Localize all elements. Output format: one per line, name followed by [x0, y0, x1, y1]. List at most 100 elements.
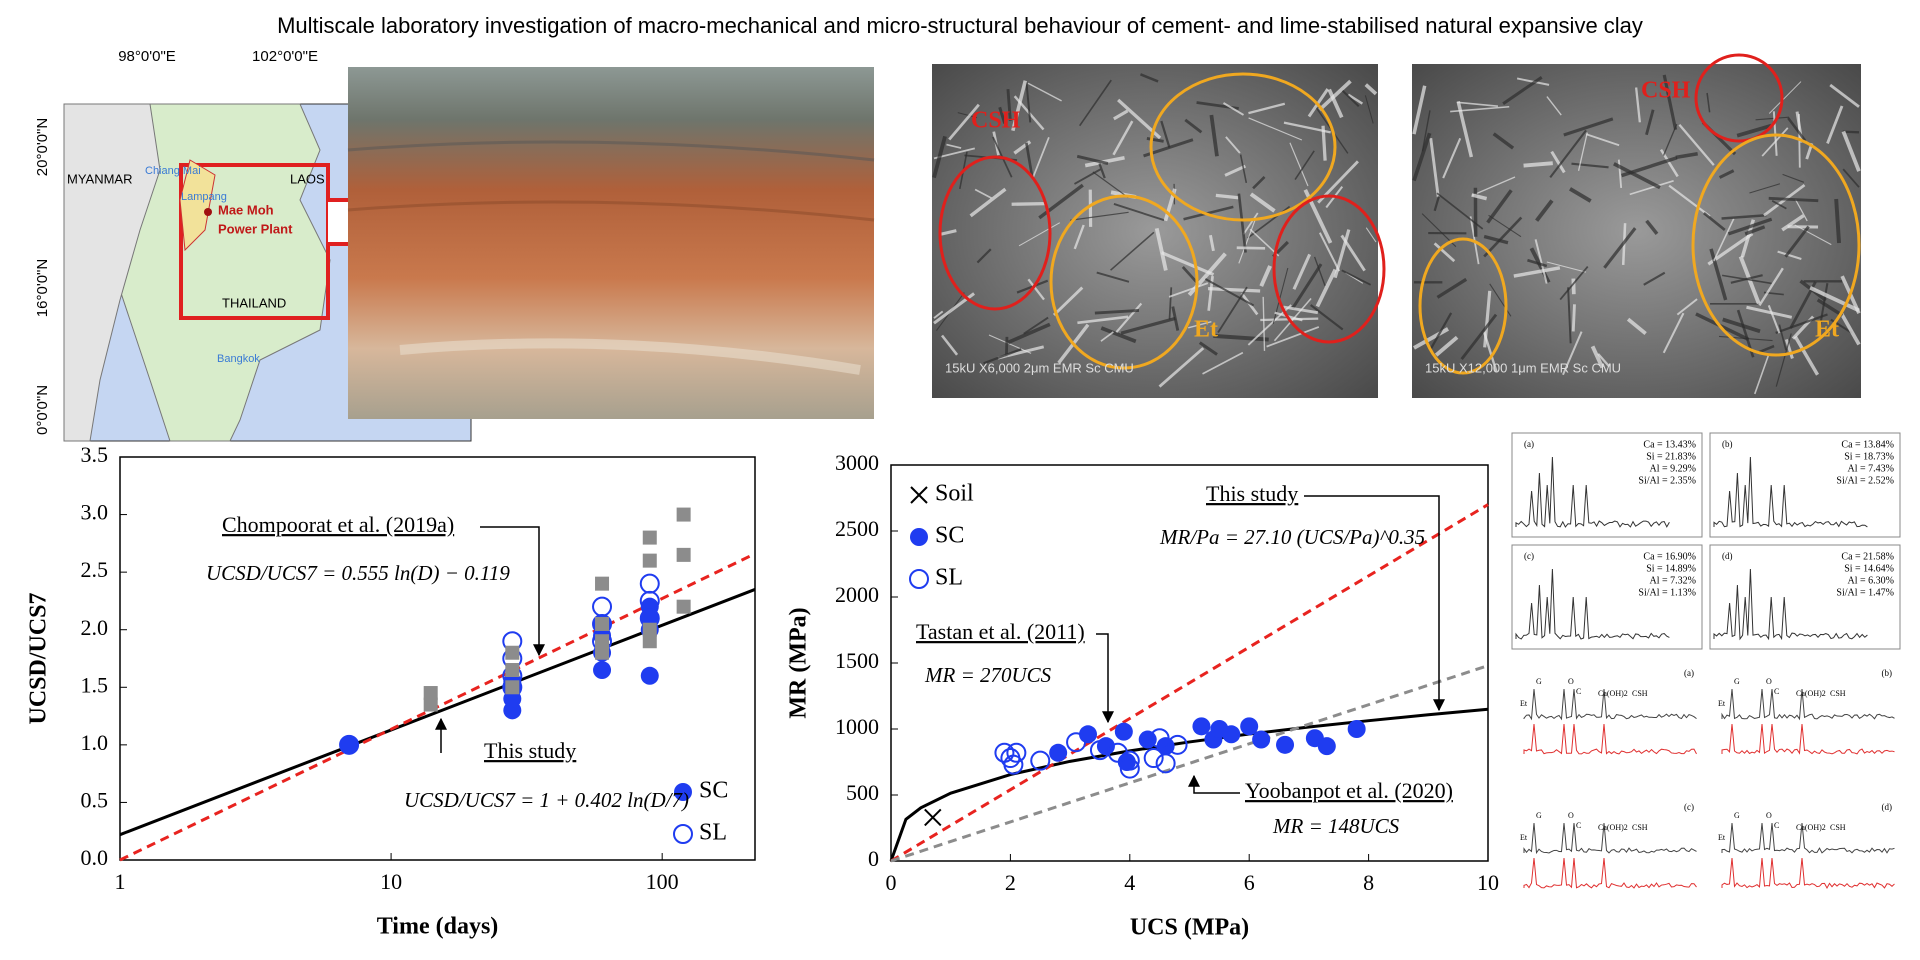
sem-texture	[933, 310, 944, 319]
sem-texture	[1283, 305, 1319, 315]
sem-texture	[1318, 79, 1352, 112]
sem-texture	[1841, 130, 1861, 172]
sem-texture	[1775, 333, 1792, 387]
sem-texture	[1709, 248, 1728, 301]
annotation-source: This study	[1206, 481, 1298, 506]
map-site-label: Power Plant	[218, 221, 293, 236]
data-point	[1222, 725, 1241, 744]
sem-texture	[1842, 168, 1860, 188]
data-point	[1066, 732, 1087, 753]
sem-texture	[1471, 176, 1516, 196]
legend-marker	[909, 569, 929, 589]
data-point	[502, 677, 523, 698]
map-lat-label: 20°0'0"N	[34, 118, 51, 176]
sem-texture	[1546, 261, 1587, 273]
sem-texture	[1313, 256, 1326, 286]
sem-texture	[1643, 271, 1666, 286]
map-province	[179, 159, 216, 252]
sem-texture	[1488, 214, 1522, 238]
sem-texture	[1184, 118, 1203, 134]
xrd-peak-label: CSH	[1830, 823, 1846, 832]
sem-texture	[1115, 302, 1143, 333]
data-point	[676, 547, 691, 562]
xrd-peak-label: Et	[1520, 833, 1528, 842]
photo	[348, 67, 874, 419]
xrd-panel-label: (b)	[1882, 668, 1893, 678]
legend-marker	[673, 824, 693, 844]
x-axis-title: Time (days)	[377, 914, 499, 940]
fit-line	[890, 503, 1489, 863]
sem-texture	[1778, 324, 1787, 351]
legend-marker	[910, 528, 928, 546]
sem-texture	[1025, 142, 1034, 177]
sem-texture	[1603, 227, 1637, 269]
eds-panel	[1709, 432, 1901, 538]
sem-texture	[1662, 123, 1678, 156]
sem-texture	[1829, 83, 1860, 108]
eds-composition: Al = 9.29%	[1650, 463, 1696, 474]
sem-texture	[1571, 162, 1609, 169]
sem-texture	[998, 106, 1007, 124]
y-tick-label: 1500	[835, 648, 879, 673]
data-point	[505, 645, 520, 660]
annotation-equation: MR = 148UCS	[1272, 814, 1400, 838]
sem-texture	[1038, 183, 1084, 220]
sem-texture	[969, 187, 1007, 218]
sem-texture	[1023, 316, 1049, 335]
sem-texture	[1535, 199, 1554, 222]
xrd-peak-label: O	[1766, 677, 1772, 686]
sem-texture	[1188, 321, 1212, 329]
sem-texture	[1266, 326, 1320, 348]
sem-texture	[1577, 132, 1588, 171]
sem-texture	[1052, 286, 1084, 317]
sem-texture	[1202, 351, 1244, 375]
et-circle	[1691, 133, 1861, 357]
sem-texture	[1450, 106, 1510, 113]
data-point	[1030, 750, 1051, 771]
sem-texture	[1675, 151, 1698, 160]
sem-texture	[1252, 176, 1266, 190]
sem-texture	[1237, 193, 1247, 253]
y-tick-label: 2.5	[81, 557, 109, 582]
y-tick-label: 0.5	[81, 787, 109, 812]
data-point	[1167, 734, 1188, 755]
eds-spectrum	[1515, 568, 1670, 640]
data-point	[1049, 743, 1068, 762]
sem-texture	[1027, 278, 1045, 301]
sem-texture	[1120, 316, 1176, 335]
sem-texture	[1634, 87, 1641, 123]
data-point	[640, 666, 659, 685]
plot-frame	[119, 456, 756, 861]
eds-composition: Si/Al = 1.13%	[1638, 587, 1696, 598]
eds-composition: Si/Al = 2.35%	[1638, 475, 1696, 486]
sem-texture	[1718, 335, 1773, 342]
y-tick-label: 1.0	[81, 730, 109, 755]
y-tick-label: 2.0	[81, 615, 109, 640]
sem-texture	[1787, 117, 1807, 142]
sem-texture	[1457, 101, 1499, 107]
x-tick-label: 1	[115, 869, 126, 894]
sem-texture	[1110, 231, 1155, 271]
data-point	[1006, 742, 1027, 763]
sem-texture	[1784, 225, 1810, 258]
sem-texture	[1094, 308, 1140, 315]
sem-image	[1412, 64, 1861, 398]
sem-texture	[1100, 331, 1114, 342]
sem-texture	[1713, 218, 1735, 262]
sem-texture	[1146, 136, 1164, 143]
sem-texture	[1289, 142, 1309, 187]
legend-label: SC	[699, 778, 728, 804]
sem-texture	[1421, 110, 1431, 152]
xrd-peak-label: Et	[1718, 699, 1726, 708]
eds-composition: Si = 14.89%	[1646, 563, 1696, 574]
sem-texture	[1347, 93, 1364, 105]
data-point	[676, 507, 691, 522]
csh-circle	[938, 155, 1052, 311]
sem-texture	[1775, 313, 1828, 334]
sem-texture	[1307, 88, 1329, 118]
data-point	[593, 661, 612, 680]
sem-texture	[1310, 304, 1344, 331]
sem-texture	[1668, 184, 1711, 218]
